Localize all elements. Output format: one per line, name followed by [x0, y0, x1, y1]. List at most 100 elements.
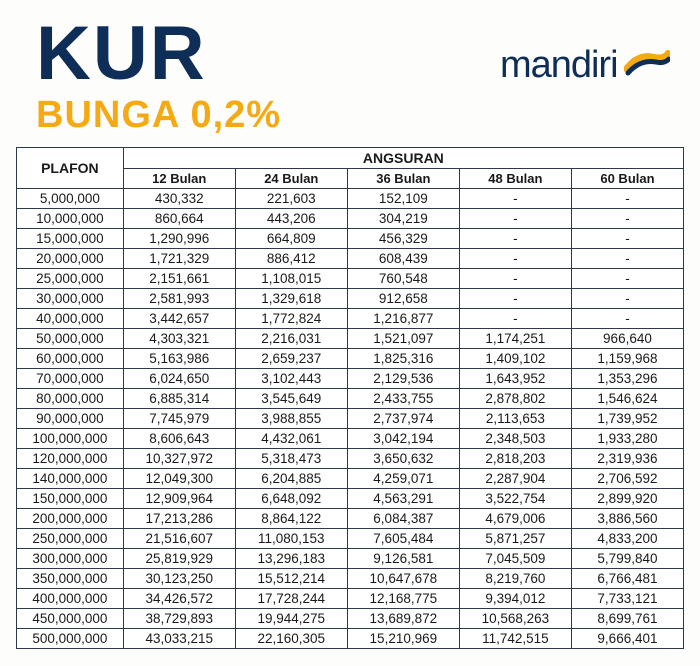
value-cell: 221,603	[235, 189, 347, 209]
table-row: 200,000,00017,213,2868,864,1226,084,3874…	[17, 509, 684, 529]
value-cell: 2,216,031	[235, 329, 347, 349]
value-cell: 760,548	[347, 269, 459, 289]
value-cell: 1,721,329	[123, 249, 235, 269]
value-cell: -	[571, 229, 683, 249]
tenor-header: 12 Bulan	[123, 169, 235, 189]
value-cell: 38,729,893	[123, 609, 235, 629]
value-cell: 1,290,996	[123, 229, 235, 249]
value-cell: 1,546,624	[571, 389, 683, 409]
value-cell: 8,699,761	[571, 609, 683, 629]
value-cell: 7,733,121	[571, 589, 683, 609]
value-cell: 304,219	[347, 209, 459, 229]
value-cell: 8,606,643	[123, 429, 235, 449]
value-cell: 2,899,920	[571, 489, 683, 509]
value-cell: 1,353,296	[571, 369, 683, 389]
value-cell: 19,944,275	[235, 609, 347, 629]
tenor-header: 60 Bulan	[571, 169, 683, 189]
plafon-cell: 40,000,000	[17, 309, 124, 329]
value-cell: 1,159,968	[571, 349, 683, 369]
value-cell: 43,033,215	[123, 629, 235, 649]
value-cell: 912,658	[347, 289, 459, 309]
table-head: PLAFON ANGSURAN 12 Bulan24 Bulan36 Bulan…	[17, 148, 684, 189]
value-cell: 3,442,657	[123, 309, 235, 329]
value-cell: 34,426,572	[123, 589, 235, 609]
col-angsuran-header: ANGSURAN	[123, 148, 683, 169]
value-cell: 886,412	[235, 249, 347, 269]
table-row: 25,000,0002,151,6611,108,015760,548--	[17, 269, 684, 289]
value-cell: 2,878,802	[459, 389, 571, 409]
value-cell: 12,168,775	[347, 589, 459, 609]
value-cell: -	[571, 289, 683, 309]
value-cell: 5,318,473	[235, 449, 347, 469]
value-cell: 6,024,650	[123, 369, 235, 389]
value-cell: 2,706,592	[571, 469, 683, 489]
value-cell: 1,329,618	[235, 289, 347, 309]
table-row: 150,000,00012,909,9646,648,0924,563,2913…	[17, 489, 684, 509]
value-cell: 3,650,632	[347, 449, 459, 469]
installment-table-wrap: PLAFON ANGSURAN 12 Bulan24 Bulan36 Bulan…	[0, 137, 700, 649]
plafon-cell: 350,000,000	[17, 569, 124, 589]
plafon-cell: 150,000,000	[17, 489, 124, 509]
value-cell: 12,049,300	[123, 469, 235, 489]
table-row: 400,000,00034,426,57217,728,24412,168,77…	[17, 589, 684, 609]
value-cell: 2,348,503	[459, 429, 571, 449]
value-cell: 7,605,484	[347, 529, 459, 549]
value-cell: 430,332	[123, 189, 235, 209]
plafon-cell: 20,000,000	[17, 249, 124, 269]
value-cell: -	[571, 269, 683, 289]
value-cell: 6,885,314	[123, 389, 235, 409]
logo-swoosh-icon	[624, 47, 670, 82]
value-cell: 4,563,291	[347, 489, 459, 509]
table-row: 20,000,0001,721,329886,412608,439--	[17, 249, 684, 269]
table-row: 10,000,000860,664443,206304,219--	[17, 209, 684, 229]
value-cell: 3,102,443	[235, 369, 347, 389]
value-cell: 9,394,012	[459, 589, 571, 609]
value-cell: -	[459, 289, 571, 309]
plafon-cell: 5,000,000	[17, 189, 124, 209]
value-cell: 1,739,952	[571, 409, 683, 429]
plafon-cell: 450,000,000	[17, 609, 124, 629]
plafon-cell: 100,000,000	[17, 429, 124, 449]
tenor-header: 36 Bulan	[347, 169, 459, 189]
value-cell: 22,160,305	[235, 629, 347, 649]
value-cell: 860,664	[123, 209, 235, 229]
value-cell: -	[571, 189, 683, 209]
value-cell: -	[459, 229, 571, 249]
plafon-cell: 400,000,000	[17, 589, 124, 609]
value-cell: 1,409,102	[459, 349, 571, 369]
value-cell: 4,259,071	[347, 469, 459, 489]
mandiri-logo: mandiri	[500, 44, 670, 87]
value-cell: 4,432,061	[235, 429, 347, 449]
plafon-cell: 15,000,000	[17, 229, 124, 249]
value-cell: 1,643,952	[459, 369, 571, 389]
value-cell: 15,210,969	[347, 629, 459, 649]
plafon-cell: 300,000,000	[17, 549, 124, 569]
tenor-header: 24 Bulan	[235, 169, 347, 189]
value-cell: 8,864,122	[235, 509, 347, 529]
plafon-cell: 120,000,000	[17, 449, 124, 469]
value-cell: 7,745,979	[123, 409, 235, 429]
col-plafon-header: PLAFON	[17, 148, 124, 189]
value-cell: 5,871,257	[459, 529, 571, 549]
value-cell: 1,521,097	[347, 329, 459, 349]
value-cell: 1,174,251	[459, 329, 571, 349]
plafon-cell: 250,000,000	[17, 529, 124, 549]
value-cell: 7,045,509	[459, 549, 571, 569]
table-row: 90,000,0007,745,9793,988,8552,737,9742,1…	[17, 409, 684, 429]
value-cell: 12,909,964	[123, 489, 235, 509]
value-cell: 2,319,936	[571, 449, 683, 469]
value-cell: -	[571, 209, 683, 229]
value-cell: -	[459, 269, 571, 289]
value-cell: 3,522,754	[459, 489, 571, 509]
value-cell: 4,833,200	[571, 529, 683, 549]
table-row: 500,000,00043,033,21522,160,30515,210,96…	[17, 629, 684, 649]
value-cell: 2,737,974	[347, 409, 459, 429]
plafon-cell: 30,000,000	[17, 289, 124, 309]
plafon-cell: 70,000,000	[17, 369, 124, 389]
table-row: 140,000,00012,049,3006,204,8854,259,0712…	[17, 469, 684, 489]
table-row: 40,000,0003,442,6571,772,8241,216,877--	[17, 309, 684, 329]
value-cell: 10,327,972	[123, 449, 235, 469]
value-cell: 3,988,855	[235, 409, 347, 429]
plafon-cell: 200,000,000	[17, 509, 124, 529]
plafon-cell: 80,000,000	[17, 389, 124, 409]
